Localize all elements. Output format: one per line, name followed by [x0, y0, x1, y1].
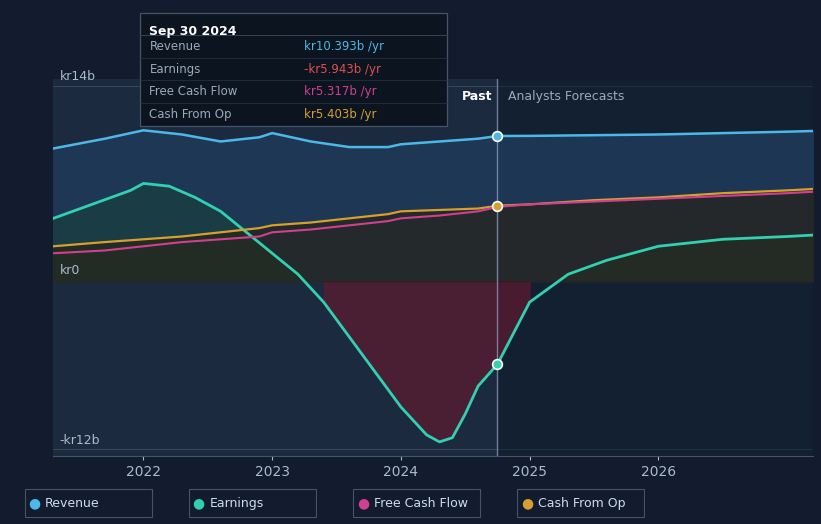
Text: kr14b: kr14b [60, 71, 96, 83]
Text: ●: ● [29, 496, 40, 510]
Text: kr5.317b /yr: kr5.317b /yr [304, 85, 376, 99]
Text: kr10.393b /yr: kr10.393b /yr [304, 40, 383, 53]
Text: ●: ● [357, 496, 369, 510]
Text: Revenue: Revenue [149, 40, 201, 53]
Text: -kr5.943b /yr: -kr5.943b /yr [304, 62, 381, 75]
Text: Free Cash Flow: Free Cash Flow [149, 85, 238, 99]
Text: Sep 30 2024: Sep 30 2024 [149, 25, 237, 38]
Text: Earnings: Earnings [209, 497, 264, 509]
Text: Cash From Op: Cash From Op [149, 108, 232, 121]
Text: kr0: kr0 [60, 264, 80, 277]
Text: Earnings: Earnings [149, 62, 201, 75]
Text: -kr12b: -kr12b [60, 434, 100, 447]
Text: Cash From Op: Cash From Op [538, 497, 626, 509]
Text: Analysts Forecasts: Analysts Forecasts [507, 90, 624, 103]
Text: Past: Past [461, 90, 493, 103]
Bar [498, 79, 813, 456]
Text: ●: ● [521, 496, 533, 510]
Text: kr5.403b /yr: kr5.403b /yr [304, 108, 376, 121]
Text: ●: ● [193, 496, 204, 510]
Text: Revenue: Revenue [45, 497, 100, 509]
Text: Free Cash Flow: Free Cash Flow [374, 497, 467, 509]
